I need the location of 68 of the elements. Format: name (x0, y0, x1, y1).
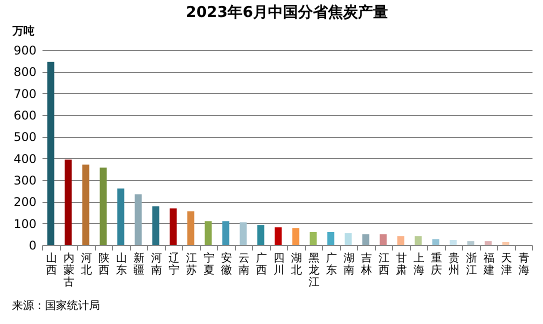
y-tick-label: 500 (14, 130, 36, 144)
x-tick-label: 云南 (238, 252, 250, 276)
bar (204, 221, 212, 245)
bar (484, 241, 492, 245)
x-tick-label: 重庆 (430, 252, 442, 276)
source-note: 来源：国家统计局 (12, 298, 100, 313)
x-tick-label: 山西 (46, 252, 57, 276)
bar (362, 234, 370, 245)
x-tick-label: 山东 (116, 252, 127, 276)
x-tick-label: 内蒙古 (63, 252, 74, 288)
x-tick-label: 四川 (273, 252, 284, 276)
x-tick-label: 河北 (80, 252, 92, 276)
x-tick-label: 浙江 (466, 252, 477, 276)
bar (117, 188, 124, 245)
bar (240, 222, 247, 245)
x-tick-label: 河南 (150, 252, 162, 276)
y-tick-label: 400 (14, 152, 36, 166)
y-tick-label: 900 (14, 44, 36, 58)
x-tick-label: 福建 (482, 252, 494, 276)
x-tick-label: 广东 (326, 252, 337, 276)
bar (100, 168, 107, 245)
bar (134, 194, 142, 245)
x-tick-label: 上海 (413, 252, 424, 276)
y-tick-label: 700 (14, 86, 36, 101)
bar (467, 241, 474, 245)
bar (292, 228, 300, 245)
x-tick-label: 广西 (256, 252, 267, 276)
bar (414, 236, 422, 245)
y-axis-title: 万吨 (12, 24, 34, 38)
x-tick-label: 陕西 (98, 252, 110, 276)
x-tick-label: 江苏 (186, 252, 197, 276)
x-tick-label: 天津 (500, 252, 512, 276)
bar (82, 164, 90, 245)
bar (64, 160, 72, 245)
x-tick-label: 湖南 (343, 252, 354, 276)
bar (327, 232, 334, 245)
bar (450, 240, 457, 245)
bar (397, 236, 404, 245)
bar (222, 221, 230, 245)
x-tick-label: 甘肃 (396, 252, 407, 276)
x-tick-label: 宁夏 (203, 252, 214, 276)
y-tick-label: 600 (14, 108, 36, 122)
bar (502, 242, 510, 245)
bar (152, 206, 160, 245)
y-tick-label: 300 (14, 174, 36, 188)
bar (380, 234, 387, 245)
x-tick-label: 新疆 (133, 252, 144, 276)
bar (187, 211, 194, 245)
bar (310, 232, 317, 245)
y-tick-label: 800 (14, 65, 36, 80)
y-tick-label: 0 (28, 238, 36, 252)
bar (344, 233, 352, 245)
x-tick-label: 吉林 (360, 252, 372, 276)
bar (257, 225, 264, 245)
x-tick-label: 辽宁 (168, 252, 180, 276)
bar (432, 239, 440, 245)
y-tick-label: 200 (14, 195, 36, 210)
x-tick-label: 安徽 (220, 252, 232, 276)
bar (47, 62, 54, 245)
x-tick-label: 黑龙江 (308, 252, 320, 288)
x-tick-label: 江西 (378, 252, 390, 276)
x-tick-label: 湖北 (290, 252, 302, 276)
bar (274, 227, 282, 245)
x-tick-label: 青海 (518, 252, 530, 276)
chart-title: 2023年6月中国分省焦炭产量 (186, 3, 388, 21)
bar (170, 208, 177, 245)
x-tick-label: 贵州 (448, 252, 460, 276)
y-tick-label: 100 (14, 216, 36, 231)
